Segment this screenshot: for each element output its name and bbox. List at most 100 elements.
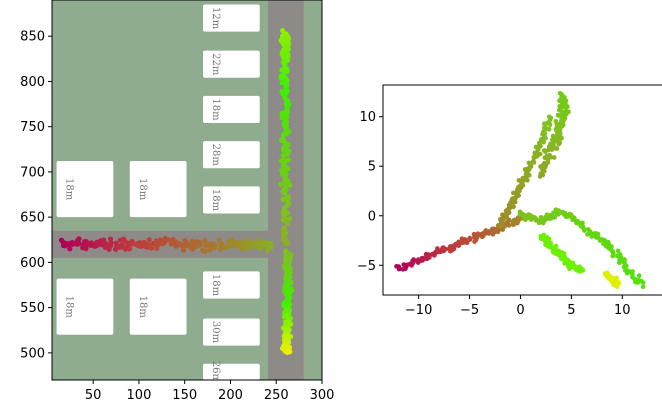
building: [203, 363, 260, 380]
map-point: [280, 136, 286, 142]
map-x-tick-label: 100: [127, 388, 152, 403]
embedding-point: [467, 236, 473, 242]
map-point: [284, 113, 290, 119]
building: [203, 186, 260, 214]
embedding-point: [582, 228, 587, 233]
embedding-point: [542, 160, 547, 166]
embedding-point: [557, 127, 562, 132]
building: [203, 318, 260, 346]
map-point: [148, 245, 154, 251]
map-point: [279, 167, 285, 174]
embedding-point: [602, 238, 608, 243]
embedding-point: [611, 250, 616, 256]
map-point: [282, 56, 288, 63]
embedding-point: [511, 204, 516, 210]
embedding-point: [418, 257, 424, 263]
map-y-tick-label: 850: [20, 30, 45, 45]
map-point: [280, 28, 286, 34]
embedding-point: [609, 244, 614, 249]
map-point: [285, 323, 292, 329]
embedding-x-tick-label: 0: [516, 303, 524, 318]
map-point: [179, 242, 185, 248]
map-point: [283, 123, 289, 129]
embedding-point: [555, 112, 561, 118]
map-point: [282, 226, 288, 232]
map-point: [230, 240, 236, 246]
embedding-point: [630, 272, 635, 277]
building-height-label: 30m: [210, 321, 221, 344]
embedding-point: [612, 279, 617, 285]
map-point: [207, 247, 213, 253]
map-x-tick-label: 50: [85, 388, 102, 403]
embedding-y-ticks: −5 0 5 10: [357, 110, 383, 274]
building-height-label: 28m: [210, 144, 221, 167]
map-point: [268, 240, 274, 247]
embedding-point: [635, 280, 640, 285]
embedding-point: [474, 233, 480, 239]
map-x-tick-label: 150: [172, 388, 197, 403]
map-point: [129, 241, 135, 247]
embedding-point: [542, 218, 548, 223]
map-point: [202, 238, 208, 245]
map-scatter-points: [58, 28, 295, 355]
embedding-point: [553, 145, 558, 151]
map-point: [165, 237, 171, 243]
building-height-label: 12m: [210, 7, 221, 30]
map-point: [282, 313, 289, 319]
embedding-point: [640, 284, 646, 290]
building-height-label: 18m: [64, 178, 75, 201]
map-point: [281, 205, 287, 212]
embedding-x-tick-label: 5: [567, 303, 575, 318]
embedding-point: [532, 150, 538, 156]
map-point: [285, 148, 292, 154]
embedding-point: [511, 190, 516, 196]
embedding-point: [580, 220, 585, 226]
building-height-label: 26m: [210, 361, 221, 384]
embedding-point: [500, 212, 505, 218]
map-point: [268, 245, 274, 251]
map-axes-frame: [51, 0, 323, 381]
embedding-point: [516, 219, 521, 224]
map-point: [285, 157, 292, 163]
map-point: [282, 39, 288, 45]
building: [203, 141, 260, 169]
map-point: [280, 345, 286, 351]
embedding-point: [636, 273, 642, 278]
embedding-point: [536, 220, 542, 226]
map-point: [216, 237, 222, 243]
embedding-point: [558, 108, 564, 114]
embedding-point: [622, 257, 627, 262]
map-y-tick-label: 650: [20, 211, 45, 226]
map-point: [249, 243, 255, 249]
embedding-point: [526, 160, 532, 166]
embedding-x-tick-label: −10: [405, 303, 432, 318]
map-point: [284, 129, 290, 135]
embedding-point: [516, 193, 521, 198]
map-y-tick-label: 550: [20, 301, 45, 316]
map-point: [282, 284, 288, 290]
embedding-point: [456, 239, 461, 245]
map-point: [278, 158, 285, 164]
map-point: [138, 243, 144, 250]
map-point: [285, 266, 291, 272]
map-point: [281, 73, 287, 79]
map-point: [282, 174, 289, 181]
map-buildings: 18m 18m 18m 18m 12m 22m 18m 28m 18m 18m 30m 26m: [56, 4, 260, 384]
map-point: [282, 65, 288, 71]
building: [203, 4, 260, 32]
embedding-point: [547, 244, 552, 250]
map-point: [222, 244, 228, 250]
embedding-point: [482, 231, 488, 236]
map-point: [284, 77, 290, 83]
map-point: [76, 240, 82, 247]
map-point: [202, 248, 208, 254]
embedding-point: [580, 268, 586, 273]
embedding-point: [564, 108, 569, 114]
map-point: [283, 195, 289, 202]
map-point: [264, 247, 270, 254]
map-point: [154, 245, 160, 251]
map-point: [284, 347, 290, 353]
embedding-point: [586, 227, 591, 232]
embedding-point: [546, 236, 552, 242]
map-point: [280, 234, 287, 241]
